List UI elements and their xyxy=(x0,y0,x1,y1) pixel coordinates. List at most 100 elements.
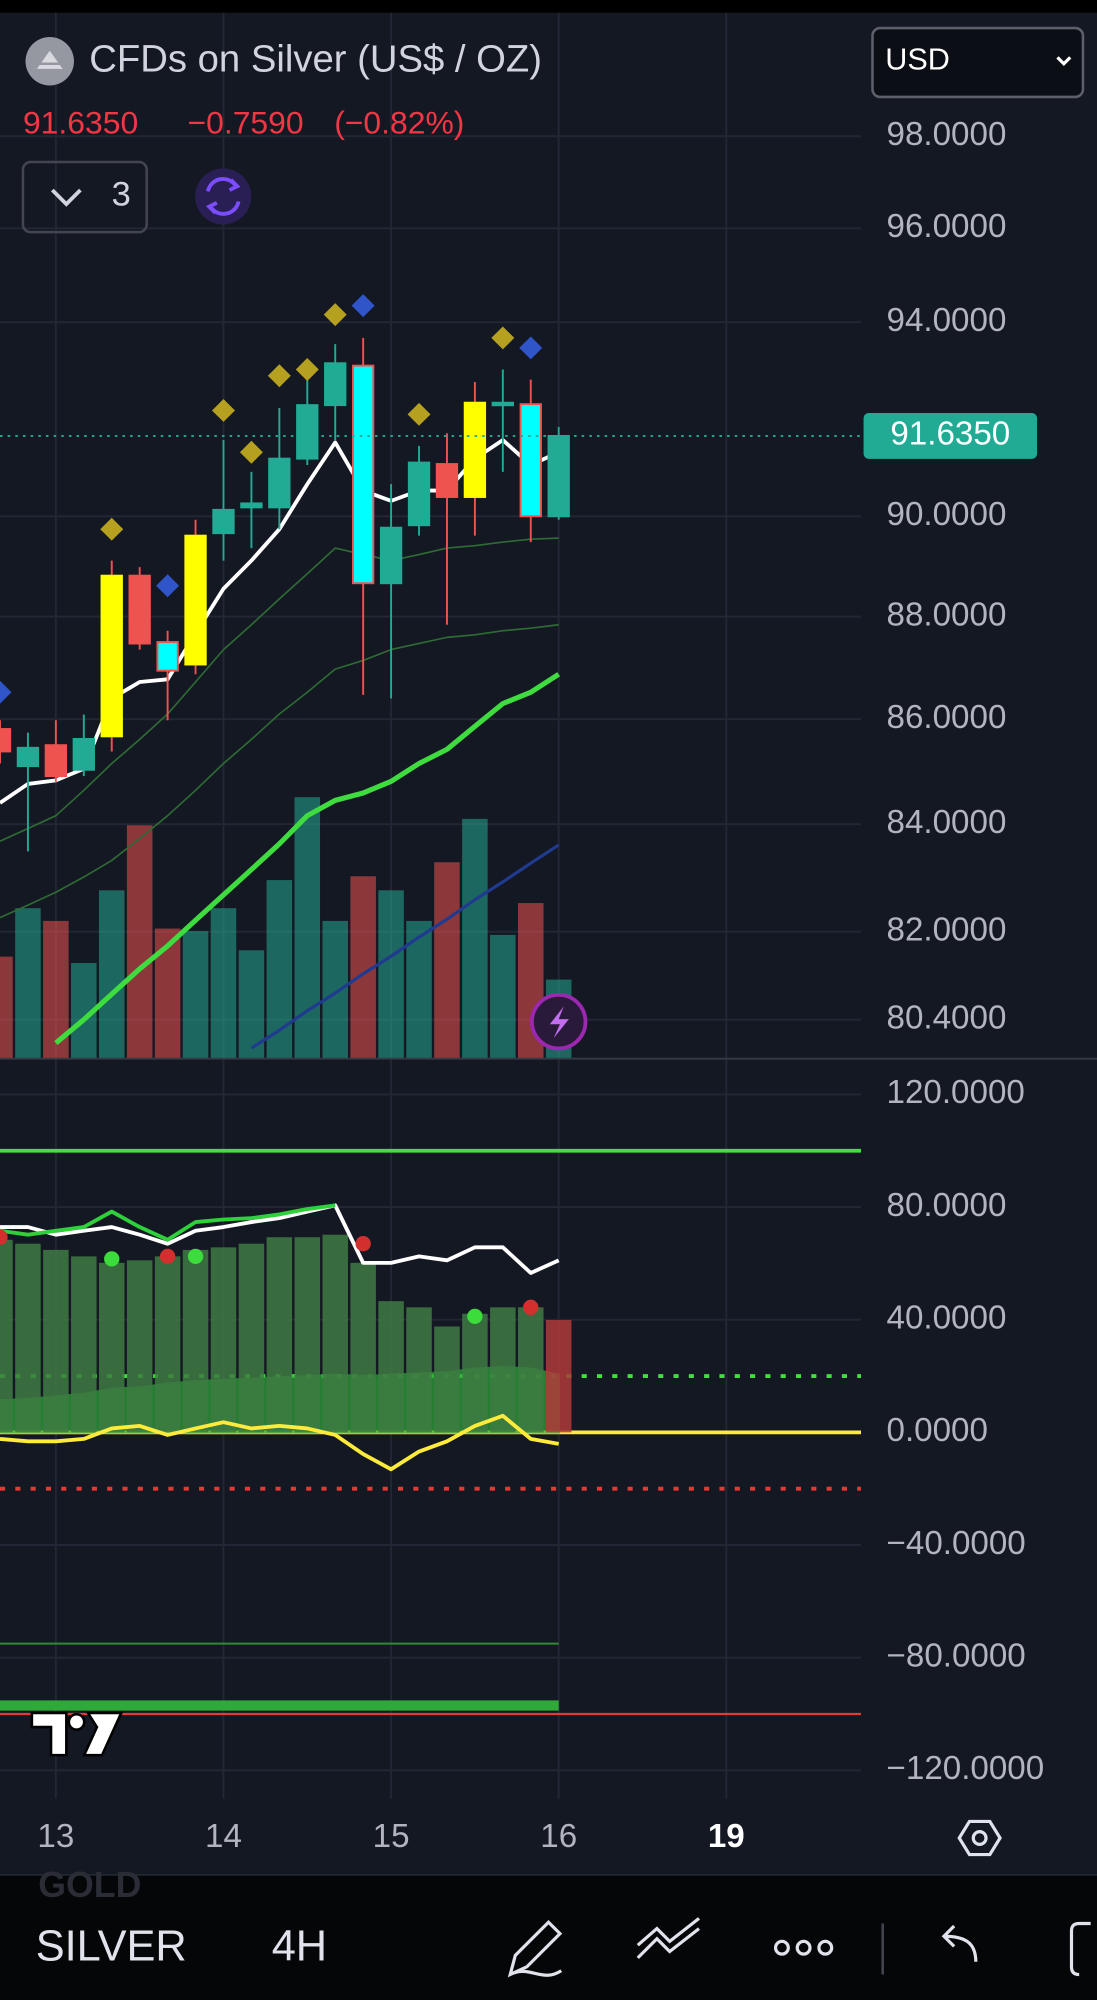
signal-marker xyxy=(519,336,543,360)
x-tick-label: 16 xyxy=(540,1818,577,1855)
histogram-bar xyxy=(322,1234,348,1433)
histogram-bar xyxy=(126,1260,153,1433)
logo-part xyxy=(67,1713,86,1731)
currency-select[interactable] xyxy=(871,26,1085,99)
y-tick-label: 98.0000 xyxy=(887,116,1007,153)
settings-icon xyxy=(971,1830,988,1846)
candle-body xyxy=(435,463,459,498)
volume-bar xyxy=(126,825,153,1059)
indicators-toggle[interactable] xyxy=(21,160,148,234)
symbol-title[interactable]: CFDs on Silver (US$ / OZ) xyxy=(89,37,542,80)
candle-body xyxy=(519,403,542,518)
candle-body xyxy=(72,737,95,771)
candle-body xyxy=(184,534,207,666)
moving-average xyxy=(250,843,560,1050)
candle-body xyxy=(296,404,319,460)
signal-marker xyxy=(323,303,347,327)
histogram-bar xyxy=(0,1239,13,1433)
volume-bar xyxy=(434,862,460,1059)
volume-bar xyxy=(294,797,321,1059)
candle-body xyxy=(128,574,151,645)
signal-dot xyxy=(355,1236,371,1252)
y-tick-label: 0.0000 xyxy=(887,1412,988,1449)
draw-button[interactable] xyxy=(507,1919,563,1978)
price-change: −0.7590 xyxy=(188,104,304,140)
tradingview-logo[interactable] xyxy=(30,1711,124,1757)
axes: 13 14 15 16 19 98.0000 96.0000 94.0000 90.0000 88… xyxy=(0,116,1044,1855)
undo-button[interactable] xyxy=(941,1924,978,1962)
dot xyxy=(817,1939,834,1956)
y-tick-label: 80.0000 xyxy=(887,1187,1007,1224)
y-tick-label: 88.0000 xyxy=(887,596,1007,633)
histogram-bar xyxy=(378,1301,404,1433)
indicator-panel xyxy=(0,1148,862,1716)
y-tick-label: −80.0000 xyxy=(887,1637,1026,1674)
sync-button[interactable] xyxy=(195,168,252,225)
histogram-bar xyxy=(238,1243,265,1433)
histogram-bar xyxy=(462,1313,488,1433)
signal-dot xyxy=(159,1248,176,1265)
symbol-logo-glyph xyxy=(31,46,68,72)
volume-bar xyxy=(490,934,516,1059)
candle-body xyxy=(324,362,347,407)
signal-marker xyxy=(267,364,291,388)
symbol-button[interactable]: SILVER xyxy=(36,1922,187,1970)
y-tick-label: 90.0000 xyxy=(887,496,1007,533)
moving-average xyxy=(54,672,561,1045)
candle-body xyxy=(156,641,179,672)
histogram-bar xyxy=(518,1307,544,1433)
signal-dot xyxy=(467,1308,483,1325)
signal-dot xyxy=(0,1229,8,1245)
logo-part xyxy=(30,1711,68,1757)
candle-body xyxy=(44,744,68,778)
volume-bar xyxy=(0,956,13,1059)
settings-button[interactable] xyxy=(957,1819,1002,1857)
y-tick-label: −40.0000 xyxy=(887,1525,1026,1562)
candle-body xyxy=(407,461,431,527)
histogram-bar xyxy=(350,1262,376,1433)
y-tick-label: 86.0000 xyxy=(887,699,1007,736)
signal-dot xyxy=(187,1248,204,1265)
histogram-bar xyxy=(98,1262,125,1433)
status-strip xyxy=(0,0,1097,13)
logo-part xyxy=(82,1711,124,1757)
histogram-bar xyxy=(43,1249,69,1433)
candle-body xyxy=(0,728,12,753)
more-button[interactable] xyxy=(773,1939,834,1956)
sync-icon xyxy=(205,177,241,216)
signal-marker xyxy=(0,680,12,704)
last-price: 91.6350 xyxy=(23,104,138,140)
currency-label: USD xyxy=(885,42,950,76)
volume-bar xyxy=(378,890,404,1059)
interval-button[interactable]: 4H xyxy=(272,1922,327,1970)
signal-marker xyxy=(156,574,180,598)
candle-body xyxy=(463,401,487,498)
y-tick-label: −120.0000 xyxy=(887,1750,1045,1787)
signal-marker xyxy=(351,294,375,318)
fullscreen-button[interactable] xyxy=(1069,1921,1091,1977)
histogram-bar xyxy=(434,1326,460,1433)
chevron-icon xyxy=(50,188,82,207)
price-change-percent: (−0.82%) xyxy=(334,104,464,140)
signal-marker xyxy=(407,402,431,426)
moving-average xyxy=(0,623,559,919)
candle-body xyxy=(268,457,291,509)
indicators-button[interactable] xyxy=(636,1917,701,1960)
candle-body xyxy=(351,364,375,585)
candle-body xyxy=(212,508,235,535)
signal-dot xyxy=(104,1251,120,1267)
bottom-toolbar xyxy=(0,1875,1097,2000)
y-tick-label: 120.0000 xyxy=(887,1074,1025,1111)
lightning-icon xyxy=(549,1006,569,1039)
volume-bar xyxy=(98,890,125,1059)
y-tick-label: 96.0000 xyxy=(887,208,1007,245)
candle-body xyxy=(100,574,123,738)
histogram-bar xyxy=(210,1247,237,1433)
signal-dot xyxy=(523,1299,539,1315)
volume-bar xyxy=(15,908,41,1059)
dot xyxy=(773,1939,790,1956)
x-tick-label: 15 xyxy=(373,1818,410,1855)
chevron-icon xyxy=(1056,56,1072,67)
